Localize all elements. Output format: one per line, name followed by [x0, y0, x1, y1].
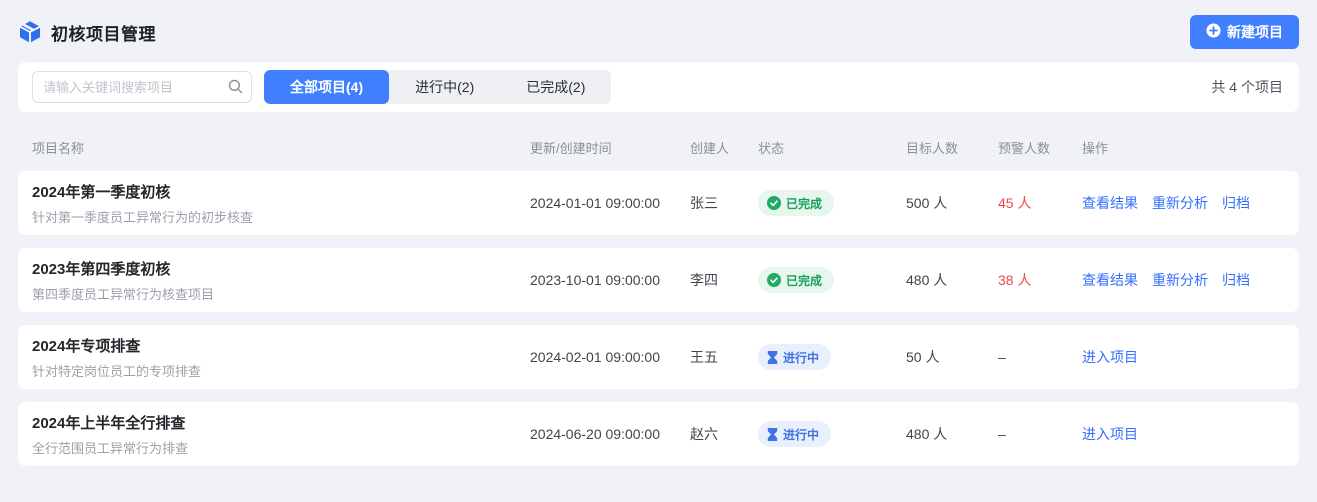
table-row: 2023年第四季度初核 第四季度员工异常行为核查项目 2023-10-01 09… [18, 248, 1299, 312]
view-results-link[interactable]: 查看结果 [1082, 272, 1138, 288]
target-count: 480 人 [906, 426, 948, 442]
target-count: 480 人 [906, 272, 948, 288]
status-cell: 进行中 [758, 344, 906, 370]
project-description: 针对特定岗位员工的专项排查 [32, 363, 202, 379]
page-title: 初核项目管理 [51, 24, 156, 44]
status-badge: 已完成 [758, 267, 835, 293]
actions-cell: 进入项目 [1082, 424, 1285, 444]
status-label: 进行中 [783, 427, 820, 442]
project-time: 2024-02-01 09:00:00 [530, 349, 660, 365]
project-creator: 张三 [690, 195, 718, 211]
project-time: 2024-06-20 09:00:00 [530, 426, 660, 442]
col-header-status: 状态 [758, 140, 785, 156]
status-cell: 已完成 [758, 267, 906, 293]
tab-in-progress[interactable]: 进行中(2) [415, 79, 475, 95]
search-icon[interactable] [228, 79, 243, 94]
reanalyze-link[interactable]: 重新分析 [1152, 195, 1208, 211]
new-project-button[interactable]: 新建项目 [1190, 15, 1299, 49]
project-name-cell: 2023年第四季度初核 第四季度员工异常行为核查项目 [32, 258, 530, 303]
table-row: 2024年专项排查 针对特定岗位员工的专项排查 2024-02-01 09:00… [18, 325, 1299, 389]
warning-count: 38 人 [998, 272, 1032, 288]
status-badge: 已完成 [758, 190, 835, 216]
status-cell: 进行中 [758, 421, 906, 447]
project-description: 全行范围员工异常行为排查 [32, 440, 189, 456]
project-time: 2024-01-01 09:00:00 [530, 195, 660, 211]
col-header-warning: 预警人数 [998, 140, 1051, 156]
view-results-link[interactable]: 查看结果 [1082, 195, 1138, 211]
box-cube-icon [18, 20, 42, 44]
col-header-name: 项目名称 [32, 140, 85, 156]
status-label: 已完成 [786, 273, 823, 288]
col-header-creator: 创建人 [690, 140, 730, 156]
project-name: 2024年第一季度初核 [32, 183, 171, 201]
project-creator: 赵六 [690, 426, 718, 442]
warning-count: 45 人 [998, 195, 1032, 211]
check-circle-icon [767, 273, 781, 287]
project-name: 2023年第四季度初核 [32, 260, 171, 278]
status-label: 进行中 [783, 350, 820, 365]
page-header: 初核项目管理 新建项目 [18, 15, 1299, 49]
project-name-cell: 2024年上半年全行排查 全行范围员工异常行为排查 [32, 412, 530, 457]
target-count: 50 人 [906, 349, 940, 365]
enter-project-link[interactable]: 进入项目 [1082, 426, 1138, 442]
new-project-label: 新建项目 [1227, 24, 1283, 40]
search-box [32, 71, 252, 103]
table-header: 项目名称 更新/创建时间 创建人 状态 目标人数 预警人数 操作 [18, 128, 1299, 166]
hourglass-icon [767, 427, 778, 441]
project-list: 2024年第一季度初核 针对第一季度员工异常行为的初步核查 2024-01-01… [0, 171, 1317, 466]
tab-completed[interactable]: 已完成(2) [526, 79, 586, 95]
warning-count: – [998, 426, 1006, 442]
actions-cell: 进入项目 [1082, 347, 1285, 367]
project-name: 2024年专项排查 [32, 337, 141, 355]
hourglass-icon [767, 350, 778, 364]
target-count: 500 人 [906, 195, 948, 211]
col-header-actions: 操作 [1082, 140, 1109, 156]
enter-project-link[interactable]: 进入项目 [1082, 349, 1138, 365]
project-creator: 李四 [690, 272, 718, 288]
archive-link[interactable]: 归档 [1222, 272, 1250, 288]
col-header-time: 更新/创建时间 [530, 140, 612, 156]
check-circle-icon [767, 196, 781, 210]
archive-link[interactable]: 归档 [1222, 195, 1250, 211]
status-badge: 进行中 [758, 344, 832, 370]
project-description: 第四季度员工异常行为核查项目 [32, 286, 215, 302]
tab-all-projects[interactable]: 全部项目(4) [264, 70, 390, 104]
status-label: 已完成 [786, 196, 823, 211]
plus-circle-icon [1206, 23, 1221, 41]
warning-count: – [998, 349, 1006, 365]
status-badge: 进行中 [758, 421, 832, 447]
total-count: 共 4 个项目 [1211, 79, 1283, 95]
project-time: 2023-10-01 09:00:00 [530, 272, 660, 288]
status-cell: 已完成 [758, 190, 906, 216]
toolbar: 全部项目(4) 进行中(2) 已完成(2) 共 4 个项目 [18, 62, 1299, 112]
project-name-cell: 2024年专项排查 针对特定岗位员工的专项排查 [32, 335, 530, 380]
actions-cell: 查看结果 重新分析 归档 [1082, 270, 1285, 290]
table-row: 2024年第一季度初核 针对第一季度员工异常行为的初步核查 2024-01-01… [18, 171, 1299, 235]
reanalyze-link[interactable]: 重新分析 [1152, 272, 1208, 288]
project-creator: 王五 [690, 349, 718, 365]
actions-cell: 查看结果 重新分析 归档 [1082, 193, 1285, 213]
search-input[interactable] [32, 71, 252, 103]
project-name-cell: 2024年第一季度初核 针对第一季度员工异常行为的初步核查 [32, 181, 530, 226]
table-row: 2024年上半年全行排查 全行范围员工异常行为排查 2024-06-20 09:… [18, 402, 1299, 466]
project-description: 针对第一季度员工异常行为的初步核查 [32, 209, 254, 225]
project-name: 2024年上半年全行排查 [32, 414, 186, 432]
col-header-target: 目标人数 [906, 140, 959, 156]
filter-tabs: 全部项目(4) 进行中(2) 已完成(2) [264, 70, 612, 104]
